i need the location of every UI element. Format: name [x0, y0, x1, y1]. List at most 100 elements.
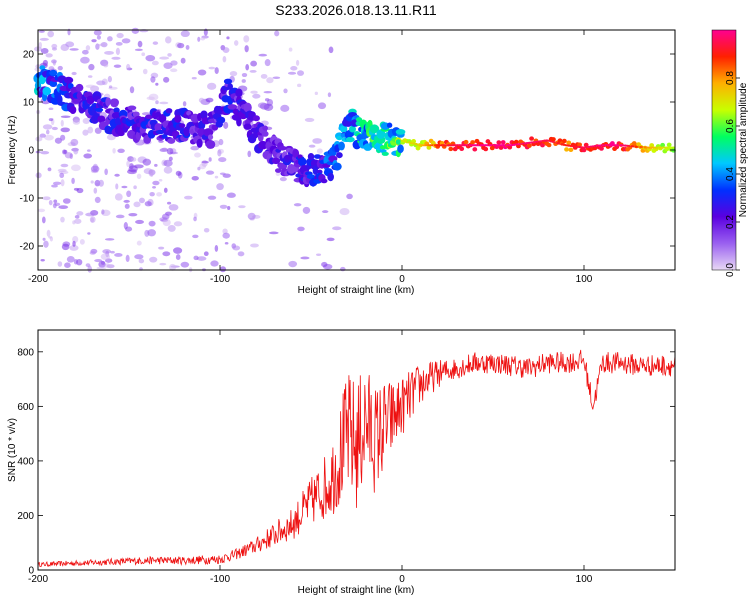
- spectrogram-noise-cell: [247, 150, 252, 158]
- spectrogram-noise-cell: [64, 262, 71, 268]
- spectrogram-noise-cell: [244, 45, 249, 53]
- spectrogram-noise-cell: [177, 42, 185, 49]
- spectrogram-noise-cell: [165, 36, 172, 44]
- spectrogram-track-cell: [167, 138, 176, 144]
- spectrogram-noise-cell: [321, 261, 328, 268]
- spectrogram-noise-cell: [37, 208, 46, 213]
- spectrogram-noise-cell: [283, 88, 288, 94]
- spectrogram-noise-cell: [203, 228, 210, 233]
- spectrogram-noise-cell: [128, 213, 138, 217]
- spectrogram-noise-cell: [317, 102, 327, 110]
- spectrogram-noise-cell: [91, 39, 97, 43]
- spectrogram-noise-cell: [214, 244, 219, 252]
- spectrogram-track-cell: [459, 146, 465, 152]
- spectrogram-noise-cell: [144, 201, 152, 207]
- spectrogram-noise-cell: [222, 56, 227, 63]
- spectrogram-noise-cell: [190, 145, 200, 151]
- spectrogram-noise-cell: [250, 60, 257, 67]
- snr-y-label: SNR (10 * v/v): [7, 418, 18, 482]
- spectrogram-track-cell: [338, 141, 345, 151]
- spectrogram-track-cell: [340, 125, 348, 133]
- spectrogram-noise-cell: [148, 220, 156, 227]
- colorbar-scale: [711, 29, 737, 271]
- spectrogram-noise-cell: [145, 54, 156, 62]
- spectrogram-track-cell: [217, 116, 226, 124]
- spectrogram-noise-cell: [316, 148, 323, 154]
- spectrogram-noise-cell: [173, 221, 183, 227]
- spectrogram-noise-cell: [60, 216, 65, 223]
- spectrogram-track-cell: [395, 139, 402, 145]
- spectrogram-track-cell: [369, 124, 380, 134]
- spectrogram-noise-cell: [166, 147, 174, 155]
- spectrogram-y-tick-label: -10: [20, 194, 35, 205]
- spectrogram-noise-cell: [173, 247, 183, 254]
- spectrogram-noise-cell: [125, 254, 130, 263]
- spectrogram-noise-cell: [321, 210, 329, 214]
- spectrogram-noise-cell: [126, 190, 132, 198]
- spectrogram-noise-cell: [279, 176, 287, 182]
- spectrogram-noise-cell: [46, 229, 51, 237]
- spectrogram-track-cell: [551, 137, 556, 142]
- colorbar-tick-label: 0.0: [725, 263, 736, 277]
- spectrogram-noise-cell: [260, 73, 268, 79]
- spectrogram-noise-cell: [161, 147, 168, 151]
- spectrogram-noise-cell: [43, 240, 49, 248]
- spectrogram-noise-cell: [87, 232, 91, 235]
- spectrogram-x-tick-label: 100: [576, 274, 593, 285]
- spectrogram-track-cell: [507, 145, 513, 150]
- spectrogram-y-ticks: -20 -10 0 10 20: [20, 50, 675, 253]
- spectrogram-noise-cell: [184, 195, 193, 200]
- spectrogram-noise-cell: [51, 47, 58, 51]
- spectrogram-noise-cell: [180, 261, 190, 268]
- spectrogram-noise-cell: [71, 71, 77, 76]
- spectrogram-track-cell: [336, 135, 343, 141]
- spectrogram-track-core: [671, 146, 676, 149]
- spectrogram-noise-cell: [249, 69, 257, 73]
- spectrogram-noise-cell: [104, 50, 114, 55]
- spectrogram-noise-cell: [70, 138, 79, 146]
- spectrogram-noise-cell: [65, 41, 75, 48]
- spectrogram-track-cell: [496, 140, 502, 145]
- spectrogram-noise-cell: [163, 76, 170, 83]
- spectrogram-noise-cell: [159, 262, 167, 266]
- spectrogram-track-cell: [312, 166, 319, 175]
- spectrogram-noise-cell: [115, 183, 119, 190]
- spectrogram-track-cell: [207, 134, 214, 140]
- spectrogram-track-cell: [243, 102, 252, 113]
- spectrogram-noise-cell: [208, 66, 216, 70]
- spectrogram-noise-cell: [52, 202, 57, 209]
- spectrogram-noise-cell: [203, 251, 209, 256]
- spectrogram-noise-cell: [182, 101, 187, 107]
- spectrogram-noise-cell: [147, 229, 156, 237]
- spectrogram-track-cell: [527, 143, 532, 148]
- spectrogram-noise-cell: [83, 153, 93, 159]
- spectrogram-noise-cell: [258, 53, 268, 57]
- snr-x-tick-label: 100: [576, 574, 593, 585]
- spectrogram-track-cell: [649, 143, 655, 148]
- spectrogram-noise-cell: [95, 182, 100, 186]
- spectrogram-track-cell: [355, 117, 363, 122]
- snr-y-ticks: 0 200 400 600 800: [17, 347, 675, 577]
- spectrogram-noise-cell: [214, 67, 219, 74]
- spectrogram-noise-cell: [222, 47, 230, 54]
- spectrogram-noise-cell: [152, 41, 159, 45]
- spectrogram-noise-cell: [219, 266, 227, 273]
- spectrogram-noise-cell: [41, 216, 46, 224]
- spectrogram-noise-cell: [288, 260, 298, 268]
- snr-y-tick-label: 800: [17, 347, 34, 358]
- spectrogram-noise-cell: [314, 91, 318, 96]
- spectrogram-noise-cell: [193, 255, 199, 261]
- spectrogram-track-cell: [292, 148, 300, 158]
- spectrogram-noise-cell: [264, 98, 270, 102]
- spectrogram-track-cell: [42, 86, 52, 96]
- snr-y-tick-label: 600: [17, 402, 34, 413]
- spectrogram-noise-cell: [57, 168, 67, 173]
- spectrogram-noise-cell: [250, 90, 258, 94]
- spectrogram-noise-cell: [35, 136, 43, 142]
- spectrogram-noise-cell: [250, 243, 259, 248]
- spectrogram-y-tick-label: 0: [28, 146, 34, 157]
- spectrogram-y-tick-label: 10: [23, 98, 35, 109]
- spectrogram-noise-cell: [238, 205, 246, 209]
- spectrogram-noise-cell: [142, 68, 148, 75]
- spectrogram-noise-cell: [180, 30, 190, 38]
